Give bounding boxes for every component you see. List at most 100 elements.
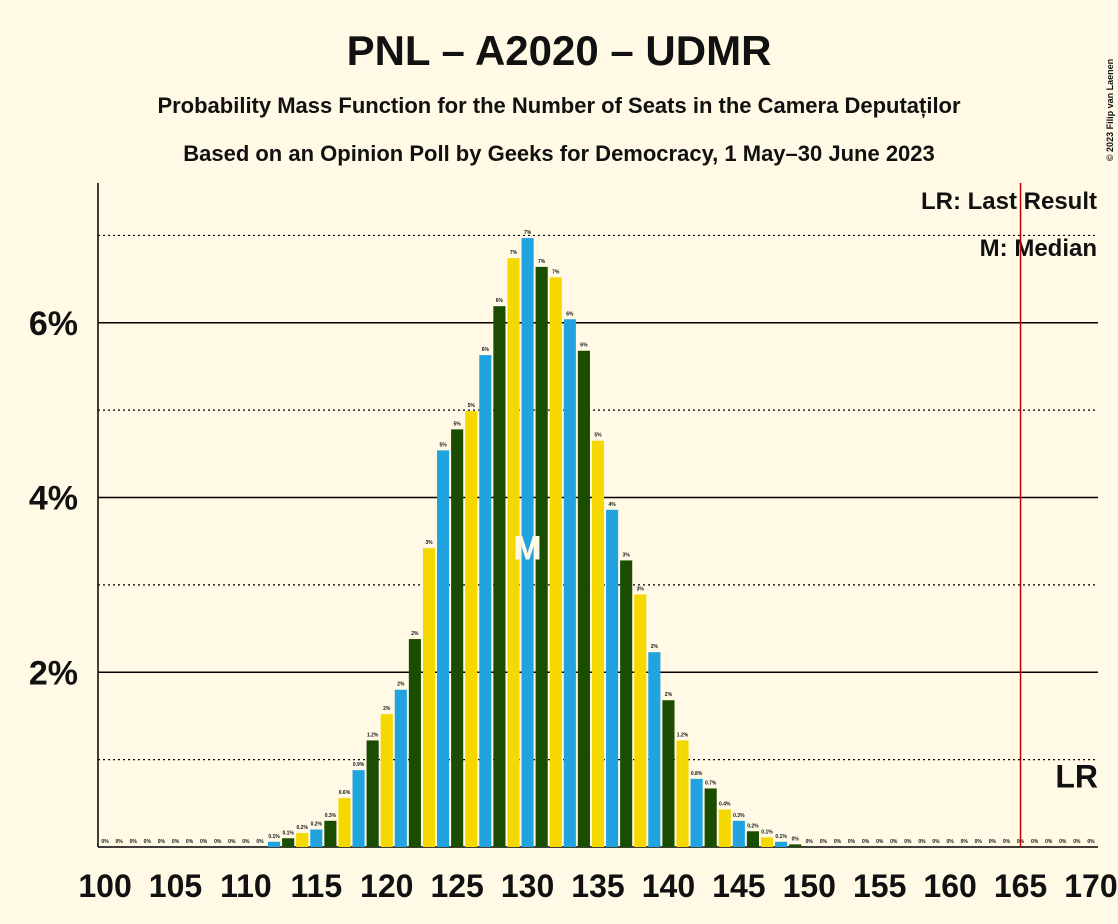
bar [718,809,731,847]
y-tick-label: 2% [29,654,78,692]
value-label: 0% [130,839,138,845]
value-label: 0% [116,839,124,845]
value-label: 0.9% [353,762,365,768]
y-tick-label: 6% [29,305,78,343]
value-label: 0% [186,839,194,845]
value-label: 0% [256,839,264,845]
value-label: 2% [411,631,419,637]
bar [493,306,506,848]
x-tick-label: 145 [712,868,765,904]
value-label: 2% [383,706,391,712]
bar [408,639,421,847]
bar [437,450,450,847]
value-label: 2% [651,644,659,650]
bar [789,844,802,847]
value-label: 0.2% [311,822,323,828]
value-label: 7% [510,250,518,256]
x-tick-label: 100 [78,868,131,904]
value-label: 0.1% [282,830,294,836]
value-label: 0% [975,839,983,845]
bar [760,837,774,847]
bar [634,594,647,847]
value-label: 0% [932,839,940,845]
value-label: 0.6% [339,790,351,796]
bar [620,560,633,847]
chart-title: PNL – A2020 – UDMR [347,27,772,74]
value-label: 0.7% [705,780,717,786]
bar [662,700,675,847]
value-label: 1.2% [367,732,379,738]
y-tick-label: 4% [29,480,78,518]
bar [606,509,619,847]
value-label: 0.8% [691,771,703,777]
value-label: 0% [792,836,800,842]
value-label: 0.4% [719,801,731,807]
bar [479,355,492,847]
x-tick-label: 135 [571,868,624,904]
x-tick-label: 140 [642,868,695,904]
value-label: 0% [1059,839,1067,845]
bar [338,798,351,847]
bar [577,350,590,847]
value-label: 2% [397,682,405,688]
value-label: 0% [890,839,898,845]
bar [394,689,407,847]
value-label: 0% [989,839,997,845]
legend-entry: M: Median [980,235,1097,262]
value-label: 5% [468,403,476,409]
bar [352,770,365,847]
bar [704,788,717,847]
value-label: 0% [820,839,828,845]
value-label: 0.2% [747,823,759,829]
legend-entry: LR: Last Result [921,188,1097,215]
x-tick-label: 150 [783,868,836,904]
bar [746,831,759,847]
value-label: 0% [1045,839,1053,845]
value-label: 0.1% [775,834,787,840]
value-label: 5% [439,442,447,448]
median-label: M [513,530,541,568]
value-label: 0% [946,839,954,845]
value-label: 6% [566,311,574,317]
bar [563,319,576,847]
value-label: 6% [496,298,504,304]
value-label: 0% [1073,839,1081,845]
bar [282,838,295,847]
bar [549,277,562,847]
value-label: 0% [904,839,912,845]
value-label: 0% [1003,839,1011,845]
bar [690,778,703,847]
bar [521,238,534,847]
x-tick-label: 160 [923,868,976,904]
value-label: 0% [1031,839,1039,845]
bar [422,548,436,847]
value-label: 0% [918,839,926,845]
x-tick-label: 115 [290,868,342,904]
value-label: 3% [425,540,433,546]
x-tick-label: 110 [220,868,272,904]
chart-subtitle: Probability Mass Function for the Number… [157,93,961,118]
x-tick-label: 165 [994,868,1047,904]
copyright: © 2023 Filip van Laenen [1105,59,1115,161]
chart-subtitle: Based on an Opinion Poll by Geeks for De… [183,141,935,166]
value-label: 0% [172,839,180,845]
value-label: 0% [158,839,166,845]
bar [732,820,745,847]
bar [507,258,520,847]
value-label: 4% [608,502,616,508]
value-label: 7% [552,269,560,275]
value-label: 6% [580,343,588,349]
bar [676,740,689,847]
value-label: 0% [242,839,250,845]
value-label: 0% [961,839,969,845]
value-label: 5% [594,433,602,439]
bar [268,841,281,847]
x-tick-label: 130 [501,868,554,904]
value-label: 0.3% [325,813,337,819]
value-label: 0% [214,839,222,845]
value-label: 7% [538,259,546,265]
value-label: 0% [200,839,208,845]
value-label: 5% [454,421,462,427]
value-label: 2% [665,692,673,698]
